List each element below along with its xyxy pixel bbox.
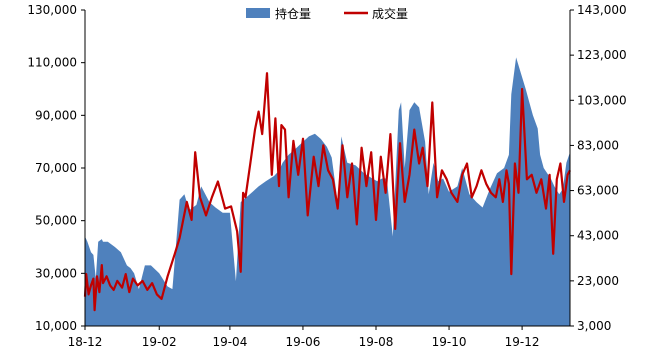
x-axis-tick-label: 18-12	[68, 335, 103, 349]
right-axis-tick-label: 63,000	[577, 184, 619, 198]
x-axis-tick-label: 19-02	[142, 335, 177, 349]
legend-open-interest-label: 持仓量	[275, 6, 311, 21]
right-axis-tick-label: 83,000	[577, 138, 619, 152]
left-axis-tick-label: 110,000	[27, 56, 77, 70]
x-axis-tick-label: 19-12	[505, 335, 540, 349]
right-axis-tick-label: 43,000	[577, 229, 619, 243]
x-axis-tick-label: 19-08	[359, 335, 394, 349]
x-axis-tick-label: 19-10	[432, 335, 467, 349]
left-axis-tick-label: 50,000	[35, 214, 77, 228]
x-axis-tick-label: 19-04	[212, 335, 247, 349]
legend: 持仓量 成交量	[246, 6, 408, 21]
axes-layer: 10,000 30,000 50,000 70,000 90,000 110,000 130…	[27, 3, 626, 349]
legend-volume-label: 成交量	[372, 6, 408, 21]
left-axis-tick-label: 90,000	[35, 108, 77, 122]
volume-line	[83, 72, 571, 312]
x-axis-tick-label: 19-06	[286, 335, 321, 349]
left-axis-tick-label: 30,000	[35, 266, 77, 280]
right-axis-tick-label: 143,000	[577, 3, 627, 17]
right-axis-tick-label: 103,000	[577, 93, 627, 107]
open-interest-area	[85, 57, 570, 327]
left-axis-tick-label: 10,000	[35, 319, 77, 333]
right-axis-tick-label: 23,000	[577, 274, 619, 288]
right-axis-tick-label: 3,000	[577, 319, 611, 333]
volume-line-layer	[83, 72, 571, 312]
legend-open-interest-swatch	[246, 8, 270, 18]
open-interest-area-layer	[85, 57, 570, 327]
left-axis-tick-label: 130,000	[27, 3, 77, 17]
left-axis-tick-label: 70,000	[35, 161, 77, 175]
right-axis-tick-label: 123,000	[577, 48, 627, 62]
